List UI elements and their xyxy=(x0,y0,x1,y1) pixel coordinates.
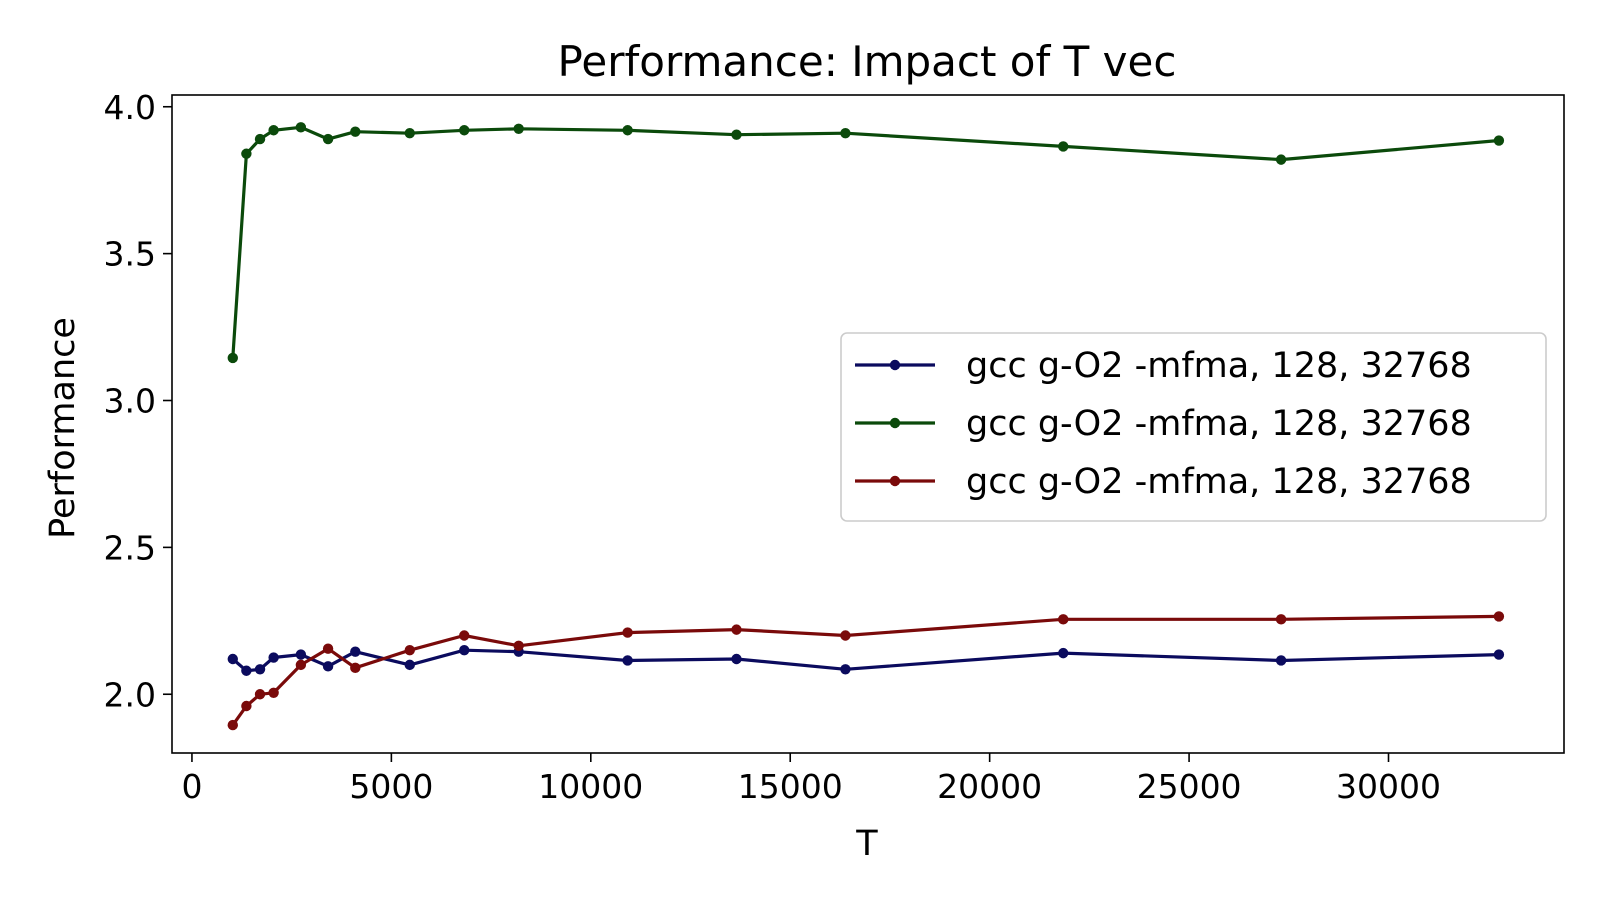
series-3 xyxy=(227,611,1505,731)
series-3-point xyxy=(404,644,415,656)
series-3-point xyxy=(254,689,266,700)
y-tick-label: 3.0 xyxy=(104,382,156,421)
axis-ticks: 0 5000 10000 15000 20000 25000 30000 2.0 2.5 3.0 3… xyxy=(104,88,1441,806)
series-2-point xyxy=(241,148,252,159)
series-2-point xyxy=(513,123,524,134)
y-tick-label: 4.0 xyxy=(104,88,156,127)
x-axis-label: T xyxy=(855,824,878,864)
x-tick-label: 20000 xyxy=(937,767,1042,806)
series-1-point xyxy=(241,665,252,676)
series-3-line xyxy=(231,614,1499,727)
series-1-point xyxy=(1275,655,1287,666)
x-tick-label: 0 xyxy=(181,767,202,806)
series-3-point xyxy=(350,662,361,674)
series-3-point xyxy=(295,659,307,671)
series-2-point xyxy=(254,133,266,145)
legend-label: gcc g-O2 -mfma, 128, 32768 xyxy=(966,462,1472,502)
y-tick-label: 2.0 xyxy=(104,675,156,714)
series-1-point xyxy=(254,664,266,675)
legend: gcc g-O2 -mfma, 128, 32768 gcc g-O2 -mfma… xyxy=(840,332,1547,522)
series-2-point xyxy=(1493,135,1505,146)
series-3-point xyxy=(731,624,742,635)
series-3-point xyxy=(268,687,279,698)
chart-title: Performance: Impact of T vec xyxy=(558,37,1177,86)
series-3-point xyxy=(1058,614,1069,625)
series-2-point xyxy=(1058,141,1069,152)
series-2-point xyxy=(227,352,238,364)
legend-frame xyxy=(840,332,1547,522)
series-2-point xyxy=(840,127,851,139)
series-1-point xyxy=(268,652,279,663)
series-1-point xyxy=(350,646,361,657)
series-1-point xyxy=(295,649,307,660)
series-2-point xyxy=(404,127,415,139)
series-1-point xyxy=(227,653,238,665)
series-3-point xyxy=(513,640,524,651)
series-1-point xyxy=(1493,649,1505,660)
legend-label: gcc g-O2 -mfma, 128, 32768 xyxy=(966,404,1472,444)
x-tick-label: 15000 xyxy=(738,767,843,806)
series-2 xyxy=(227,122,1505,364)
series-3-point xyxy=(1275,614,1287,625)
x-tick-label: 25000 xyxy=(1137,767,1242,806)
series-3-point xyxy=(459,630,470,641)
series-2-point xyxy=(459,125,470,136)
y-tick-label: 3.5 xyxy=(104,235,156,274)
series-1-point xyxy=(459,644,470,656)
legend-swatch-marker xyxy=(889,475,901,487)
series-3-point xyxy=(322,643,334,654)
legend-swatch-marker xyxy=(889,417,901,429)
series-3-point xyxy=(241,700,252,712)
series-group xyxy=(227,122,1505,731)
series-1-point xyxy=(840,664,851,675)
x-tick-label: 10000 xyxy=(538,767,643,806)
y-tick-label: 2.5 xyxy=(104,528,156,567)
series-1-line xyxy=(231,648,1499,673)
series-2-point xyxy=(295,122,307,133)
series-1-point xyxy=(404,659,415,671)
plot-frame xyxy=(171,94,1565,754)
series-3-point xyxy=(1493,611,1505,622)
x-tick-label: 30000 xyxy=(1336,767,1441,806)
series-2-line xyxy=(231,125,1500,359)
series-2-point xyxy=(622,125,633,136)
series-2-point xyxy=(322,133,334,145)
series-2-point xyxy=(350,126,361,137)
series-2-point xyxy=(1275,154,1287,165)
legend-swatch-marker xyxy=(889,359,901,371)
series-3-point xyxy=(622,627,633,638)
series-3-point xyxy=(840,630,851,641)
series-1-point xyxy=(731,653,742,665)
series-1-point xyxy=(622,655,633,666)
y-axis-label: Performance xyxy=(43,317,83,539)
x-tick-label: 5000 xyxy=(349,767,433,806)
series-3-point xyxy=(227,719,238,731)
series-1-point xyxy=(1058,647,1069,659)
series-1-point xyxy=(322,661,334,672)
series-2-point xyxy=(268,125,279,136)
series-1 xyxy=(227,644,1505,676)
series-2-point xyxy=(731,129,742,140)
legend-label: gcc g-O2 -mfma, 128, 32768 xyxy=(966,346,1472,386)
